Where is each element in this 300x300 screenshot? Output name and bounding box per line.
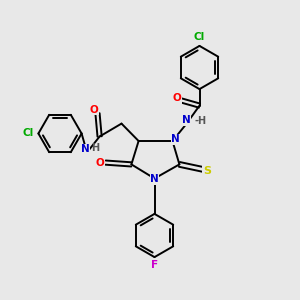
Text: N: N [171,134,180,145]
Text: F: F [151,260,158,271]
Text: Cl: Cl [194,32,205,43]
Text: S: S [203,166,211,176]
Text: H: H [92,143,100,153]
Text: O: O [172,93,182,103]
Text: -H: -H [194,116,206,126]
Text: N: N [182,115,191,125]
Text: O: O [96,158,105,168]
Text: N: N [81,144,90,154]
Text: Cl: Cl [22,128,34,139]
Text: N: N [150,174,159,184]
Text: O: O [89,105,98,115]
